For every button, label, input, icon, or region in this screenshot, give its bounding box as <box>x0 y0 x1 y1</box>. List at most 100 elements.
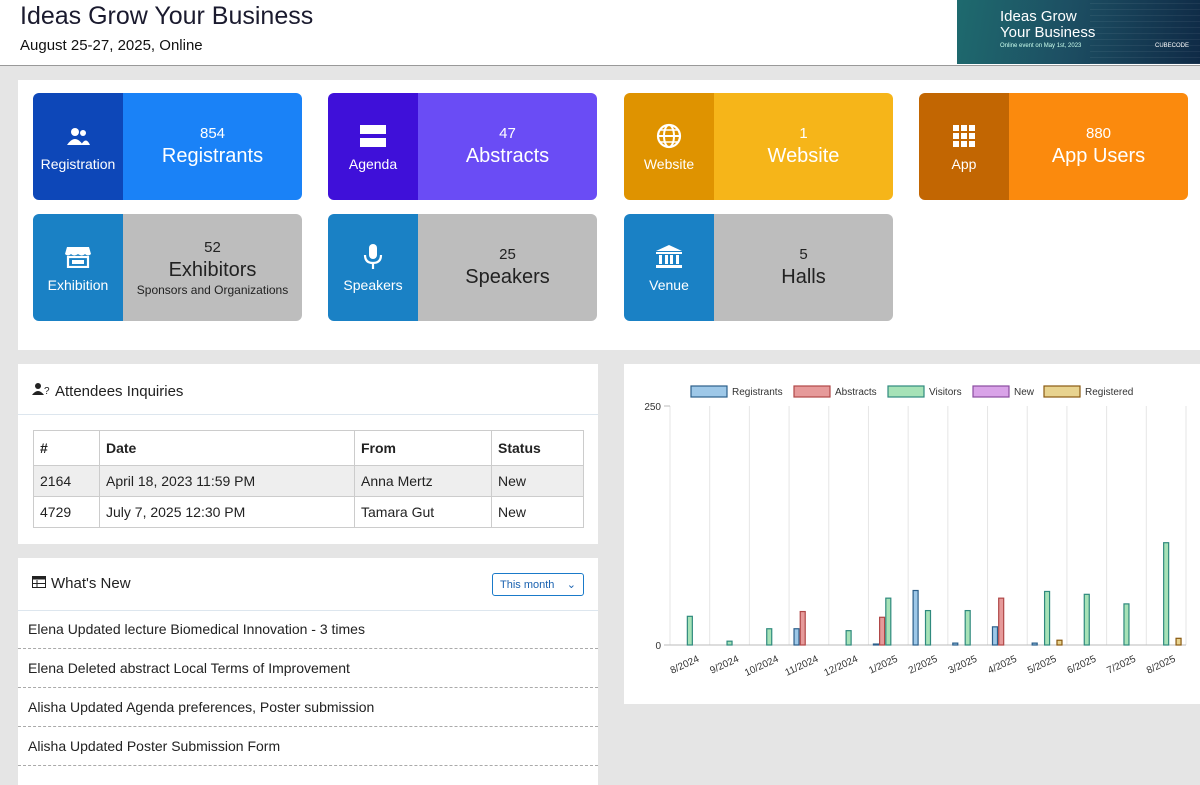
users-icon <box>64 122 92 150</box>
tile-count: 52 <box>204 238 221 256</box>
bank-icon <box>655 243 683 271</box>
event-dates: August 25-27, 2025, Online <box>20 37 203 54</box>
tile-stats: 52 Exhibitors Sponsors and Organizations <box>123 214 302 321</box>
svg-text:?: ? <box>44 386 50 396</box>
bar-registrants <box>1031 642 1038 646</box>
tile-count: 880 <box>1085 124 1112 142</box>
tile-stats: 854 Registrants <box>123 93 302 200</box>
microphone-icon <box>359 243 387 271</box>
tile-website[interactable]: Website 1 Website <box>624 93 893 200</box>
tile-stats: 47 Abstracts <box>418 93 597 200</box>
list-item[interactable]: Alisha Updated Poster Submission Form <box>18 727 598 766</box>
banner-logo: CUBECODE <box>1155 43 1190 49</box>
tile-label: App <box>951 155 977 172</box>
activity-chart-panel: Registrants Abstracts Visitors New Registere… <box>624 364 1200 704</box>
bar-visitors <box>924 609 932 646</box>
page-header: Ideas Grow Your Business August 25-27, 2… <box>0 0 1200 66</box>
tile-icon-area: App <box>919 93 1009 200</box>
tile-label: Agenda <box>348 155 398 172</box>
column-header-date[interactable]: Date <box>99 430 355 466</box>
bar-registrants <box>991 626 999 646</box>
tile-count: 25 <box>499 245 516 263</box>
bar-visitors <box>726 640 733 646</box>
inquiries-table: # Date From Status 2164 April 18, 2023 1… <box>33 430 584 528</box>
bar-visitors <box>1123 603 1130 646</box>
divider <box>18 414 598 415</box>
x-tick-label: 2/2025 <box>907 654 940 677</box>
tile-title: Halls <box>781 265 826 288</box>
inquiry-date: April 18, 2023 11:59 PM <box>99 465 355 497</box>
bar-registered <box>1056 639 1063 646</box>
inquiry-date: July 7, 2025 12:30 PM <box>99 496 355 528</box>
chevron-down-icon: ⌄ <box>566 579 576 591</box>
list-item[interactable]: Alisha Updated Agenda preferences, Poste… <box>18 688 598 727</box>
tile-stats: 880 App Users <box>1009 93 1188 200</box>
agenda-icon <box>359 122 387 150</box>
banner-pattern <box>1090 0 1200 64</box>
summary-tiles-panel: Registration 854 Registrants Agenda 47 Abstra… <box>18 80 1200 350</box>
grid-icon <box>950 122 978 150</box>
tile-app[interactable]: App 880 App Users <box>919 93 1188 200</box>
x-tick-label: 12/2024 <box>822 654 860 679</box>
tile-label: Speakers <box>343 276 403 293</box>
list-item[interactable]: Elena Updated lecture Biomedical Innovat… <box>18 610 598 649</box>
tile-title: Speakers <box>465 265 550 288</box>
bar-registered <box>1175 637 1182 646</box>
bar-visitors <box>1043 590 1051 646</box>
column-header-id[interactable]: # <box>33 430 100 466</box>
y-tick-label: 250 <box>644 402 661 413</box>
table-icon <box>32 575 46 592</box>
legend-swatch <box>972 385 1010 398</box>
bar-registrants <box>872 643 880 646</box>
tile-title: Website <box>767 144 840 167</box>
tile-stats: 1 Website <box>714 93 893 200</box>
inquiry-id: 2164 <box>33 465 100 497</box>
inquiries-header: ? Attendees Inquiries <box>32 382 183 400</box>
table-row[interactable]: 4729 July 7, 2025 12:30 PM Tamara Gut Ne… <box>33 496 584 528</box>
tile-registration[interactable]: Registration 854 Registrants <box>33 93 302 200</box>
attendees-inquiries-panel: ? Attendees Inquiries # Date From Status… <box>18 364 598 544</box>
tile-venue[interactable]: Venue 5 Halls <box>624 214 893 321</box>
legend-label: New <box>1014 387 1035 398</box>
legend-label: Registrants <box>732 387 783 398</box>
tile-icon-area: Agenda <box>328 93 418 200</box>
bar-abstracts <box>879 616 886 646</box>
list-item[interactable]: Elena Deleted abstract Local Terms of Im… <box>18 649 598 688</box>
tile-label: Venue <box>649 276 689 293</box>
tile-icon-area: Registration <box>33 93 123 200</box>
banner-line-3: Online event on May 1st, 2023 <box>1000 43 1082 49</box>
bar-visitors <box>686 615 693 646</box>
period-select[interactable]: This month ⌄ <box>492 573 584 596</box>
tile-label: Registration <box>40 155 116 172</box>
column-header-from[interactable]: From <box>354 430 492 466</box>
table-row[interactable]: 2164 April 18, 2023 11:59 PM Anna Mertz … <box>33 465 584 497</box>
column-header-status[interactable]: Status <box>491 430 584 466</box>
bar-visitors <box>1083 593 1090 646</box>
legend-swatch <box>887 385 925 398</box>
tile-title: Exhibitors <box>168 258 257 281</box>
tile-agenda[interactable]: Agenda 47 Abstracts <box>328 93 597 200</box>
legend-swatch <box>690 385 728 398</box>
bar-visitors <box>766 628 773 646</box>
x-tick-label: 11/2024 <box>783 654 820 679</box>
tile-count: 1 <box>799 124 808 142</box>
tile-stats: 25 Speakers <box>418 214 597 321</box>
tile-exhibition[interactable]: Exhibition 52 Exhibitors Sponsors and Organ… <box>33 214 302 321</box>
x-tick-label: 8/2024 <box>669 654 702 677</box>
tile-subtitle: Sponsors and Organizations <box>136 282 289 297</box>
tile-title: App Users <box>1051 144 1146 167</box>
bar-visitors <box>1163 542 1170 646</box>
whats-new-title: What's New <box>51 575 131 592</box>
bar-visitors <box>964 609 971 646</box>
bar-abstracts <box>799 610 806 646</box>
x-tick-label: 3/2025 <box>947 654 980 677</box>
x-tick-label: 4/2025 <box>986 654 1019 677</box>
tile-count: 47 <box>499 124 516 142</box>
event-title: Ideas Grow Your Business <box>20 2 314 30</box>
whats-new-panel: What's New This month ⌄ Elena Updated le… <box>18 558 598 785</box>
inquiries-title: Attendees Inquiries <box>55 382 184 400</box>
x-tick-label: 5/2025 <box>1026 654 1059 677</box>
x-tick-label: 7/2025 <box>1105 654 1138 677</box>
tile-speakers[interactable]: Speakers 25 Speakers <box>328 214 597 321</box>
tile-title: Abstracts <box>465 144 550 167</box>
